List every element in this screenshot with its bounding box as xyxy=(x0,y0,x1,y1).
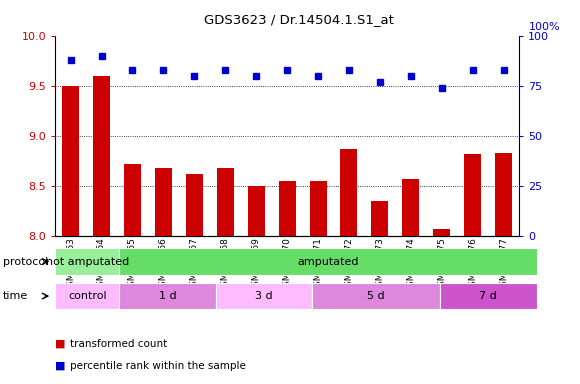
Bar xyxy=(312,283,440,309)
Text: ■: ■ xyxy=(55,361,66,371)
Bar xyxy=(119,248,536,275)
Bar xyxy=(55,283,119,309)
Bar xyxy=(433,229,450,236)
Bar xyxy=(248,186,264,236)
Bar xyxy=(62,86,79,236)
Bar xyxy=(55,248,119,275)
Text: 5 d: 5 d xyxy=(367,291,385,301)
Text: 3 d: 3 d xyxy=(255,291,273,301)
Text: control: control xyxy=(68,291,107,301)
Bar xyxy=(278,181,296,236)
Bar xyxy=(464,154,481,236)
Bar xyxy=(217,168,234,236)
Text: amputated: amputated xyxy=(297,257,358,266)
Text: 1 d: 1 d xyxy=(158,291,176,301)
Text: protocol: protocol xyxy=(3,257,48,266)
Text: transformed count: transformed count xyxy=(70,339,167,349)
Text: not amputated: not amputated xyxy=(46,257,129,266)
Text: 7 d: 7 d xyxy=(480,291,497,301)
Bar xyxy=(403,179,419,236)
Bar xyxy=(216,283,312,309)
Text: time: time xyxy=(3,291,28,301)
Bar xyxy=(124,164,141,236)
Bar xyxy=(495,153,512,236)
Text: percentile rank within the sample: percentile rank within the sample xyxy=(70,361,245,371)
Bar xyxy=(93,76,110,236)
Bar xyxy=(119,283,216,309)
Bar xyxy=(440,283,536,309)
Text: 100%: 100% xyxy=(528,23,560,33)
Bar xyxy=(155,168,172,236)
Text: ■: ■ xyxy=(55,339,66,349)
Bar xyxy=(340,149,357,236)
Bar xyxy=(186,174,203,236)
Bar xyxy=(310,181,327,236)
Bar xyxy=(371,201,389,236)
Text: GDS3623 / Dr.14504.1.S1_at: GDS3623 / Dr.14504.1.S1_at xyxy=(204,13,394,26)
